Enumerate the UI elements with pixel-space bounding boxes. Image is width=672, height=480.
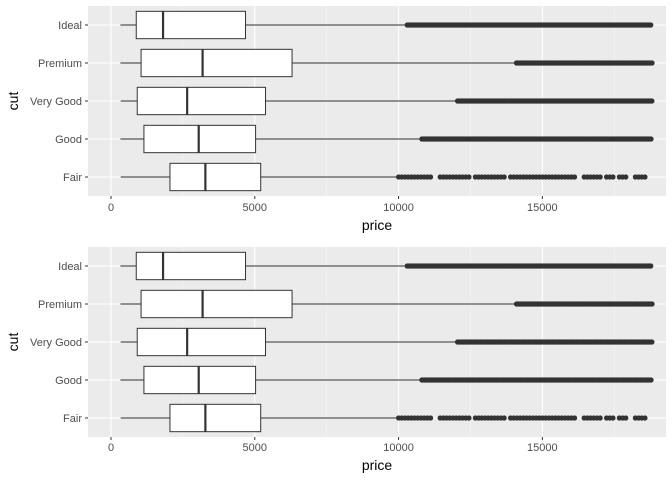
boxplot-ideal: [120, 10, 654, 40]
outlier-points: [395, 415, 648, 421]
outlier-point: [648, 263, 654, 269]
boxplot-good: [120, 365, 654, 395]
box-iqr: [135, 10, 247, 40]
outlier-point: [597, 415, 603, 421]
y-tick-label: Very Good: [30, 96, 82, 108]
outlier-points: [404, 263, 654, 269]
outlier-points: [454, 339, 655, 345]
box-iqr: [169, 162, 262, 192]
outlier-point: [610, 174, 616, 180]
x-tick-label: 15000: [527, 202, 558, 214]
outlier-point: [571, 174, 578, 180]
outlier-point: [597, 174, 603, 180]
outlier-point: [649, 301, 655, 307]
outlier-point: [649, 98, 655, 104]
boxplot-very-good: [120, 327, 655, 357]
x-tick-label: 5000: [243, 202, 267, 214]
y-tick-label: Ideal: [58, 261, 82, 273]
outlier-point: [623, 415, 629, 421]
y-tick-label: Good: [55, 375, 82, 387]
x-tick-label: 5000: [243, 442, 267, 454]
y-tick-label: Premium: [38, 299, 82, 311]
x-axis-title: price: [362, 217, 393, 233]
outlier-point: [466, 174, 472, 180]
y-axis-title: cut: [5, 333, 21, 352]
outlier-point: [466, 415, 472, 421]
y-tick-label: Ideal: [58, 20, 82, 32]
box-iqr: [135, 251, 247, 281]
y-tick-label: Good: [55, 134, 82, 146]
box-iqr: [169, 403, 262, 433]
outlier-point: [648, 22, 654, 28]
outlier-points: [513, 301, 655, 307]
outlier-points: [419, 377, 654, 383]
y-tick-label: Fair: [63, 172, 82, 184]
outlier-point: [501, 174, 507, 180]
outlier-point: [649, 339, 655, 345]
outlier-points: [454, 98, 655, 104]
outlier-point: [571, 415, 578, 421]
boxplot-very-good: [120, 86, 655, 116]
box-iqr: [140, 289, 293, 319]
x-tick-label: 0: [108, 442, 114, 454]
x-tick-label: 10000: [383, 442, 414, 454]
chart-panel-1: Ideal Premium Very Good Good Fair 0 5000 10000 1…: [5, 6, 666, 233]
chart-panel-2: Ideal Premium Very Good Good Fair 0 5000 10000 1…: [5, 247, 666, 473]
outlier-points: [513, 60, 655, 66]
x-axis-title: price: [362, 457, 393, 473]
box-iqr: [136, 327, 267, 357]
outlier-point: [648, 136, 654, 142]
y-axis-title: cut: [5, 92, 21, 111]
y-tick-label: Premium: [38, 58, 82, 70]
outlier-point: [623, 174, 629, 180]
box-iqr: [140, 48, 293, 78]
x-tick-label: 0: [108, 202, 114, 214]
boxplot-fair: [120, 162, 648, 192]
outlier-points: [419, 136, 654, 142]
boxplot-premium: [120, 48, 655, 78]
y-tick-label: Fair: [63, 413, 82, 425]
box-iqr: [136, 86, 267, 116]
outlier-points: [404, 22, 654, 28]
boxplot-ideal: [120, 251, 654, 281]
outlier-point: [501, 415, 507, 421]
x-tick-label: 10000: [383, 202, 414, 214]
outlier-points: [395, 174, 648, 180]
outlier-point: [648, 377, 654, 383]
x-tick-label: 15000: [527, 442, 558, 454]
outlier-point: [427, 415, 434, 421]
outlier-point: [610, 415, 616, 421]
outlier-point: [649, 60, 655, 66]
y-tick-label: Very Good: [30, 337, 82, 349]
boxplot-good: [120, 124, 654, 154]
boxplot-premium: [120, 289, 655, 319]
outlier-point: [427, 174, 434, 180]
outlier-point: [642, 415, 648, 421]
boxplot-fair: [120, 403, 648, 433]
outlier-point: [642, 174, 648, 180]
